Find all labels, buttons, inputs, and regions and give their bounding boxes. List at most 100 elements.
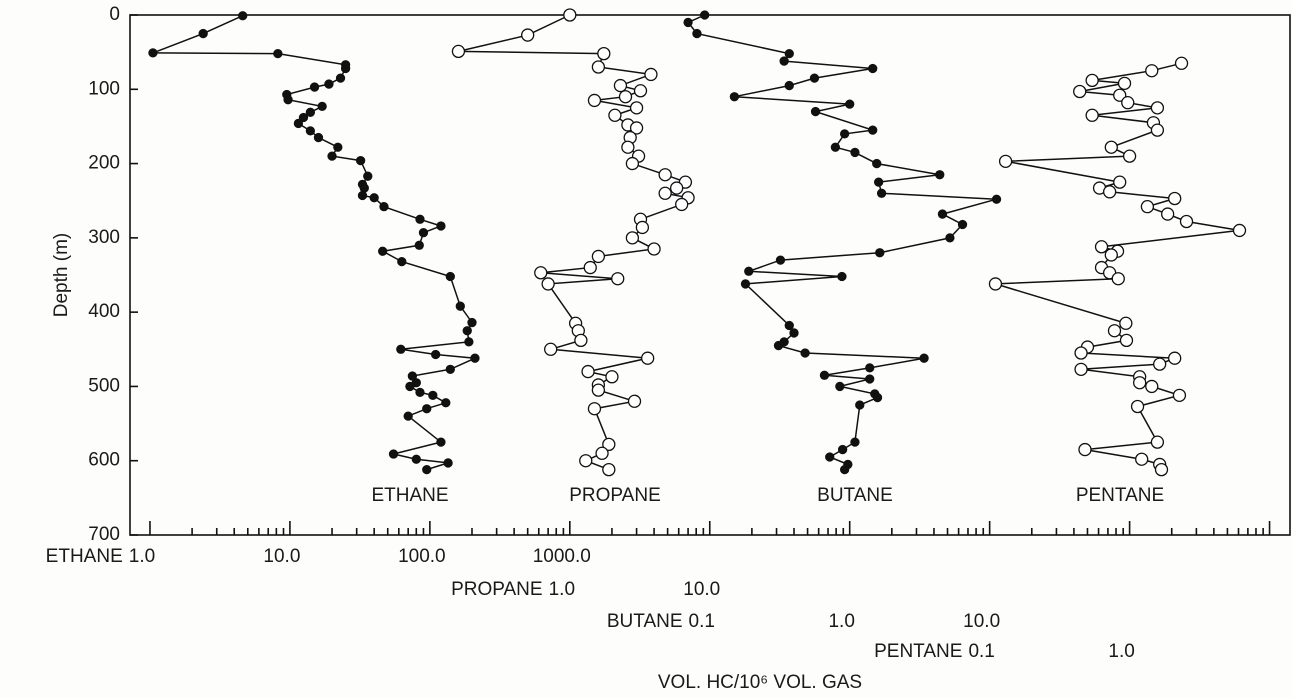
data-point: [729, 92, 740, 102]
data-point: [574, 333, 588, 348]
data-point: [379, 202, 389, 212]
data-point: [587, 402, 602, 416]
data-point: [415, 214, 425, 224]
data-point: [658, 186, 672, 200]
data-point: [1145, 64, 1159, 78]
data-point: [595, 446, 609, 460]
data-point: [837, 444, 848, 455]
data-point: [779, 56, 789, 66]
data-point: [335, 73, 346, 83]
data-point: [957, 219, 968, 230]
data-point: [1085, 108, 1099, 122]
data-point: [462, 326, 472, 336]
data-point: [544, 342, 558, 356]
data-point: [445, 271, 455, 282]
data-point: [919, 353, 929, 363]
data-point: [991, 194, 1002, 204]
data-point: [305, 107, 316, 117]
y-tick-label: 700: [88, 524, 120, 545]
data-point: [1085, 73, 1099, 88]
data-point: [359, 183, 369, 193]
y-tick-label: 600: [88, 450, 120, 471]
data-point: [850, 437, 860, 447]
data-point: [819, 370, 830, 380]
data-point: [309, 82, 320, 92]
data-point: [937, 209, 948, 219]
data-point: [1153, 357, 1167, 371]
data-point: [1113, 88, 1127, 102]
data-point: [443, 458, 453, 468]
data-point: [1119, 316, 1133, 330]
data-point: [1074, 346, 1088, 360]
data-point: [597, 46, 611, 61]
data-point: [625, 156, 640, 171]
series-label: ETHANE: [371, 485, 448, 506]
data-point: [784, 320, 794, 331]
data-point: [865, 363, 875, 373]
data-point: [428, 390, 438, 400]
data-point: [1145, 379, 1159, 394]
data-point: [740, 279, 751, 289]
data-point: [581, 364, 595, 379]
data-point: [935, 170, 945, 180]
data-point: [618, 90, 633, 104]
data-point: [998, 154, 1013, 168]
data-point: [357, 190, 368, 201]
data-point: [583, 260, 597, 275]
data-point: [809, 73, 820, 83]
data-point: [198, 28, 208, 39]
data-point: [1111, 272, 1125, 286]
data-point: [1135, 452, 1149, 466]
data-point: [1133, 376, 1147, 390]
data-point: [1104, 140, 1118, 154]
scale-tick-label: 10.0: [263, 546, 300, 567]
y-tick-label: 500: [88, 375, 120, 396]
data-point: [414, 240, 424, 250]
data-point: [238, 11, 248, 21]
data-point: [541, 277, 555, 291]
data-point: [1160, 207, 1175, 221]
data-point: [411, 454, 421, 464]
data-point: [1179, 214, 1194, 229]
data-point: [403, 411, 413, 421]
data-point: [455, 301, 465, 311]
data-point: [1119, 333, 1134, 348]
data-point: [830, 142, 841, 152]
data-point: [874, 177, 884, 187]
data-point: [602, 462, 616, 477]
data-point: [800, 348, 810, 358]
data-point: [1154, 462, 1169, 477]
data-point: [855, 400, 865, 410]
data-point: [865, 374, 875, 384]
data-point: [675, 197, 689, 212]
scale-name: BUTANE: [607, 611, 683, 632]
data-point: [629, 121, 644, 135]
y-tick-label: 100: [88, 78, 120, 99]
data-point: [850, 147, 860, 158]
data-point: [1150, 101, 1165, 115]
data-point: [313, 132, 324, 143]
x-axis-label: VOL. HC/10⁶ VOL. GAS: [658, 672, 862, 693]
data-point: [627, 394, 642, 408]
scale-tick-label: 1.0: [129, 546, 155, 567]
data-point: [700, 10, 710, 20]
data-point: [591, 60, 606, 74]
data-point: [1122, 149, 1137, 163]
data-point: [1150, 435, 1165, 449]
data-point: [1168, 191, 1182, 206]
scale-tick-label: 1.0: [828, 611, 854, 632]
data-point: [273, 48, 283, 59]
series-line: [458, 14, 690, 471]
data-point: [1113, 175, 1127, 189]
scale-tick-label: 0.1: [968, 641, 994, 662]
y-tick-label: 200: [88, 153, 120, 174]
data-point: [670, 181, 684, 195]
data-point: [692, 28, 702, 39]
data-point: [378, 246, 388, 256]
data-point: [784, 48, 794, 59]
data-point: [1174, 56, 1189, 70]
data-point: [405, 381, 415, 392]
data-point: [1168, 351, 1182, 365]
data-point: [872, 392, 883, 403]
data-point: [436, 221, 446, 231]
